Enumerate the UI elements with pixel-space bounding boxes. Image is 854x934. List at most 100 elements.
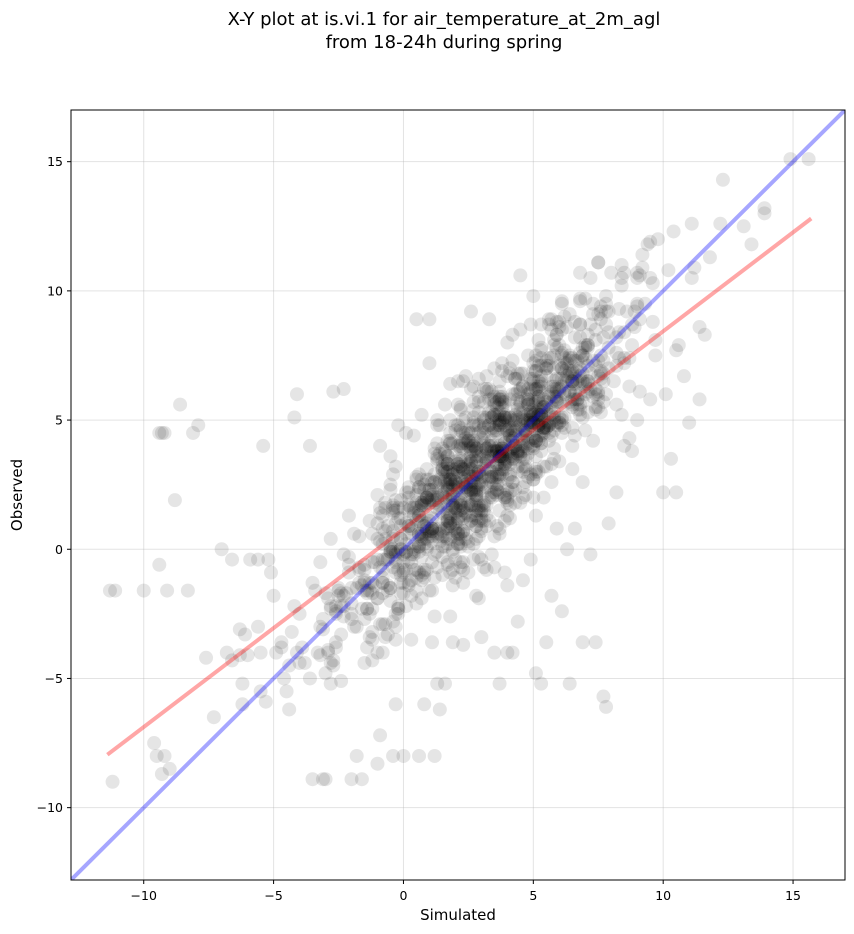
scatter-point <box>471 467 486 482</box>
scatter-point <box>466 438 481 453</box>
scatter-point <box>497 413 512 428</box>
scatter-point <box>578 291 593 306</box>
scatter-point <box>547 451 562 466</box>
scatter-point <box>505 423 520 438</box>
scatter-point <box>388 552 403 567</box>
scatter-point <box>549 340 564 355</box>
scatter-point <box>349 619 364 634</box>
scatter-point <box>469 493 484 508</box>
scatter-point <box>510 410 525 425</box>
scatter-point <box>383 482 398 497</box>
scatter-point <box>565 397 580 412</box>
scatter-point <box>599 699 614 714</box>
scatter-point <box>406 539 421 554</box>
scatter-point <box>463 425 478 440</box>
scatter-point <box>419 490 434 505</box>
scatter-point <box>375 521 390 536</box>
scatter-point <box>515 444 530 459</box>
scatter-point <box>523 552 538 567</box>
scatter-point <box>534 444 549 459</box>
scatter-point <box>573 374 588 389</box>
scatter-point <box>554 371 569 386</box>
scatter-point <box>417 477 432 492</box>
scatter-point <box>554 410 569 425</box>
scatter-point <box>463 449 478 464</box>
scatter-point <box>412 482 427 497</box>
scatter-point <box>102 583 117 598</box>
scatter-point <box>315 622 330 637</box>
scatter-point <box>502 467 517 482</box>
scatter-point <box>469 436 484 451</box>
scatter-point <box>425 529 440 544</box>
scatter-point <box>388 555 403 570</box>
scatter-point <box>393 568 408 583</box>
scatter-point <box>388 619 403 634</box>
scatter-point <box>671 338 686 353</box>
scatter-point <box>391 606 406 621</box>
scatter-point <box>554 604 569 619</box>
scatter-point <box>401 485 416 500</box>
scatter-point <box>471 425 486 440</box>
scatter-point <box>412 526 427 541</box>
scatter-point <box>508 413 523 428</box>
scatter-point <box>580 338 595 353</box>
scatter-point <box>528 433 543 448</box>
scatter-point <box>539 420 554 435</box>
scatter-point <box>536 420 551 435</box>
scatter-point <box>406 428 421 443</box>
scatter-point <box>380 578 395 593</box>
scatter-point <box>375 552 390 567</box>
scatter-point <box>380 550 395 565</box>
scatter-point <box>492 384 507 399</box>
scatter-point <box>445 542 460 557</box>
scatter-point <box>541 418 556 433</box>
scatter-point <box>492 477 507 492</box>
scatter-point <box>469 588 484 603</box>
scatter-point <box>497 394 512 409</box>
scatter-point <box>463 485 478 500</box>
scatter-point <box>497 444 512 459</box>
scatter-point <box>534 351 549 366</box>
scatter-point <box>544 322 559 337</box>
scatter-point <box>513 444 528 459</box>
scatter-point <box>388 459 403 474</box>
scatter-point <box>474 449 489 464</box>
scatter-point <box>502 456 517 471</box>
scatter-point <box>534 379 549 394</box>
scatter-point <box>489 456 504 471</box>
scatter-point <box>560 356 575 371</box>
scatter-point <box>396 565 411 580</box>
scatter-point <box>458 410 473 425</box>
scatter-point <box>456 555 471 570</box>
scatter-point <box>482 392 497 407</box>
scatter-point <box>440 537 455 552</box>
scatter-point <box>365 586 380 601</box>
scatter-point <box>528 666 543 681</box>
scatter-point <box>466 552 481 567</box>
scatter-point <box>469 480 484 495</box>
scatter-point <box>547 389 562 404</box>
scatter-point <box>541 312 556 327</box>
scatter-point <box>292 606 307 621</box>
scatter-point <box>323 599 338 614</box>
scatter-point <box>580 338 595 353</box>
scatter-point <box>427 547 442 562</box>
scatter-point <box>448 524 463 539</box>
scatter-point <box>412 748 427 763</box>
scatter-point <box>466 469 481 484</box>
scatter-point <box>573 317 588 332</box>
scatter-point <box>476 436 491 451</box>
scatter-point <box>282 658 297 673</box>
scatter-point <box>458 480 473 495</box>
scatter-point <box>404 588 419 603</box>
scatter-point <box>417 537 432 552</box>
scatter-point <box>383 449 398 464</box>
scatter-point <box>552 415 567 430</box>
scatter-point <box>435 462 450 477</box>
scatter-point <box>495 449 510 464</box>
scatter-point <box>469 519 484 534</box>
scatter-point <box>495 449 510 464</box>
scatter-point <box>471 464 486 479</box>
scatter-point <box>456 485 471 500</box>
